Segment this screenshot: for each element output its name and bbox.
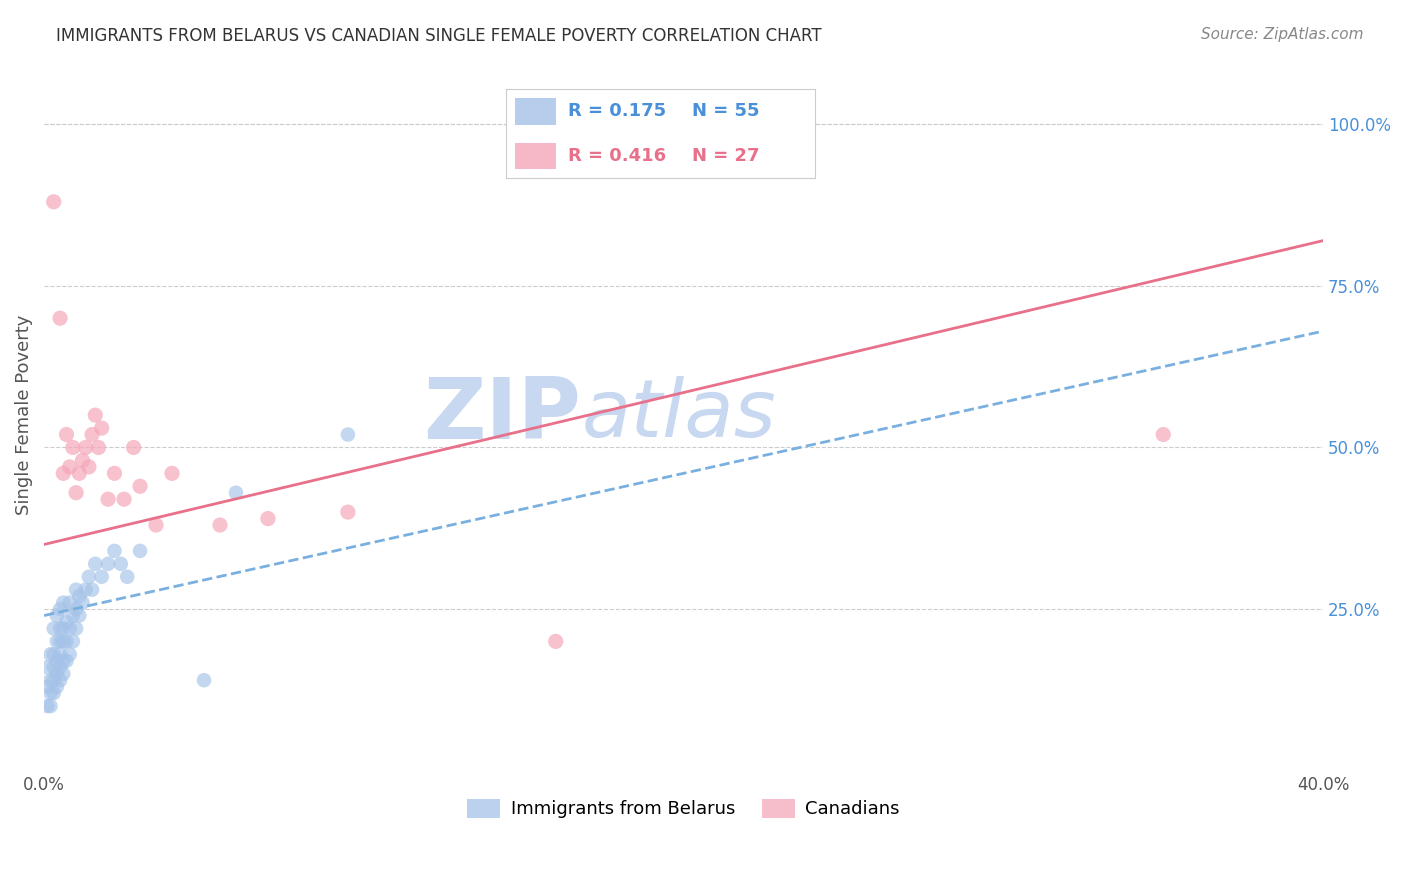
Point — [49, 634, 72, 648]
Point — [80, 582, 103, 597]
Point — [39, 686, 62, 700]
Point — [52, 654, 75, 668]
Point — [193, 673, 215, 688]
Point — [49, 622, 72, 636]
Point — [39, 699, 62, 714]
Point — [45, 680, 67, 694]
Point — [225, 485, 247, 500]
Point — [49, 648, 72, 662]
Point — [208, 518, 231, 533]
Point — [49, 660, 72, 674]
Point — [49, 311, 72, 326]
Point — [90, 421, 112, 435]
Point — [103, 467, 125, 481]
Point — [37, 699, 59, 714]
Point — [59, 459, 82, 474]
Text: R = 0.416: R = 0.416 — [568, 147, 666, 165]
Point — [37, 660, 59, 674]
Text: IMMIGRANTS FROM BELARUS VS CANADIAN SINGLE FEMALE POVERTY CORRELATION CHART: IMMIGRANTS FROM BELARUS VS CANADIAN SING… — [56, 27, 823, 45]
Point — [544, 634, 567, 648]
Point — [62, 441, 84, 455]
Point — [77, 570, 100, 584]
Point — [129, 544, 152, 558]
Point — [75, 441, 97, 455]
Point — [145, 518, 167, 533]
Point — [103, 544, 125, 558]
Point — [52, 467, 75, 481]
Point — [45, 608, 67, 623]
Text: N = 55: N = 55 — [692, 103, 759, 120]
Point — [45, 654, 67, 668]
FancyBboxPatch shape — [516, 143, 555, 169]
FancyBboxPatch shape — [516, 98, 555, 125]
Point — [42, 686, 65, 700]
Point — [45, 666, 67, 681]
Text: N = 27: N = 27 — [692, 147, 759, 165]
Point — [62, 634, 84, 648]
Point — [77, 459, 100, 474]
Point — [52, 666, 75, 681]
Point — [59, 596, 82, 610]
Point — [84, 408, 107, 422]
Point — [42, 673, 65, 688]
Point — [129, 479, 152, 493]
Point — [55, 634, 77, 648]
Point — [52, 596, 75, 610]
Text: R = 0.175: R = 0.175 — [568, 103, 666, 120]
Point — [1152, 427, 1174, 442]
Point — [67, 467, 90, 481]
Text: atlas: atlas — [581, 376, 776, 454]
Point — [110, 557, 132, 571]
Point — [62, 608, 84, 623]
Point — [42, 622, 65, 636]
Point — [45, 634, 67, 648]
Point — [97, 492, 120, 507]
Point — [65, 582, 87, 597]
Point — [65, 485, 87, 500]
Point — [80, 427, 103, 442]
Point — [72, 453, 94, 467]
Point — [84, 557, 107, 571]
Y-axis label: Single Female Poverty: Single Female Poverty — [15, 315, 32, 516]
Point — [160, 467, 183, 481]
Point — [87, 441, 110, 455]
Point — [257, 511, 280, 525]
Point — [336, 505, 359, 519]
Point — [42, 648, 65, 662]
Point — [37, 680, 59, 694]
Point — [49, 602, 72, 616]
Point — [67, 589, 90, 603]
Point — [67, 608, 90, 623]
Point — [112, 492, 135, 507]
Text: Source: ZipAtlas.com: Source: ZipAtlas.com — [1201, 27, 1364, 42]
Point — [39, 673, 62, 688]
Point — [52, 622, 75, 636]
Text: ZIP: ZIP — [423, 374, 581, 457]
Point — [59, 622, 82, 636]
Point — [65, 622, 87, 636]
Point — [52, 634, 75, 648]
Point — [75, 582, 97, 597]
Point — [122, 441, 145, 455]
Point — [97, 557, 120, 571]
Legend: Immigrants from Belarus, Canadians: Immigrants from Belarus, Canadians — [460, 792, 907, 826]
Point — [117, 570, 139, 584]
Point — [336, 427, 359, 442]
Point — [49, 673, 72, 688]
Point — [65, 602, 87, 616]
Point — [39, 648, 62, 662]
Point — [55, 654, 77, 668]
Point — [72, 596, 94, 610]
Point — [59, 648, 82, 662]
Point — [55, 615, 77, 629]
Point — [55, 427, 77, 442]
Point — [42, 660, 65, 674]
Point — [90, 570, 112, 584]
Point — [42, 194, 65, 209]
